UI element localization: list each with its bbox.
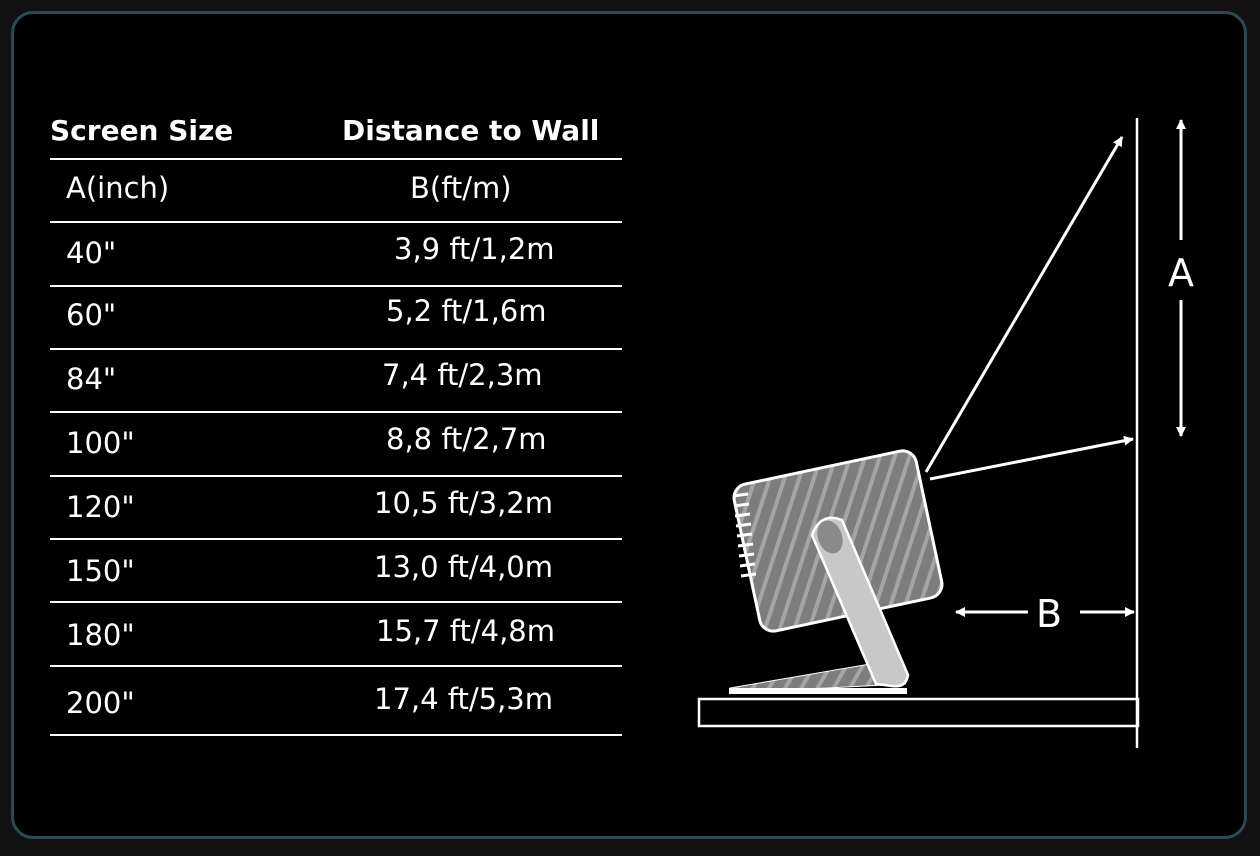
screen-size-cell: 100" xyxy=(66,426,135,460)
distance-cell: 17,4 ft/5,3m xyxy=(374,682,553,716)
header-distance: Distance to Wall xyxy=(342,114,600,147)
screen-size-cell: 180" xyxy=(66,618,135,652)
distance-cell: 10,5 ft/3,2m xyxy=(374,486,553,520)
projection-ray-top xyxy=(924,136,1124,473)
row-divider xyxy=(50,348,622,350)
subheader-a: A(inch) xyxy=(66,171,170,205)
divider xyxy=(50,221,622,223)
dimension-b-label: B xyxy=(1036,592,1062,636)
screen-size-cell: 60" xyxy=(66,298,117,332)
projector-icon xyxy=(729,449,944,694)
row-divider xyxy=(50,601,622,603)
divider xyxy=(50,158,622,160)
distance-cell: 8,8 ft/2,7m xyxy=(386,422,547,456)
floor-shelf xyxy=(697,697,1140,728)
subheader-b: B(ft/m) xyxy=(410,171,512,205)
row-divider xyxy=(50,285,622,287)
screen-size-cell: 40" xyxy=(66,236,117,270)
dimension-a-label: A xyxy=(1168,251,1194,295)
row-divider xyxy=(50,411,622,413)
screen-size-cell: 84" xyxy=(66,362,117,396)
screen-size-cell: 150" xyxy=(66,554,135,588)
screen-size-cell: 200" xyxy=(66,686,135,720)
distance-cell: 3,9 ft/1,2m xyxy=(394,232,555,266)
distance-cell: 13,0 ft/4,0m xyxy=(374,550,553,584)
row-divider xyxy=(50,734,622,736)
projection-ray-bottom xyxy=(929,435,1134,481)
row-divider xyxy=(50,665,622,667)
row-divider xyxy=(50,538,622,540)
distance-cell: 7,4 ft/2,3m xyxy=(382,358,543,392)
row-divider xyxy=(50,475,622,477)
header-screen-size: Screen Size xyxy=(50,114,234,147)
distance-cell: 15,7 ft/4,8m xyxy=(376,614,555,648)
infographic-frame xyxy=(11,11,1247,839)
screen-size-cell: 120" xyxy=(66,490,135,524)
distance-cell: 5,2 ft/1,6m xyxy=(386,294,547,328)
